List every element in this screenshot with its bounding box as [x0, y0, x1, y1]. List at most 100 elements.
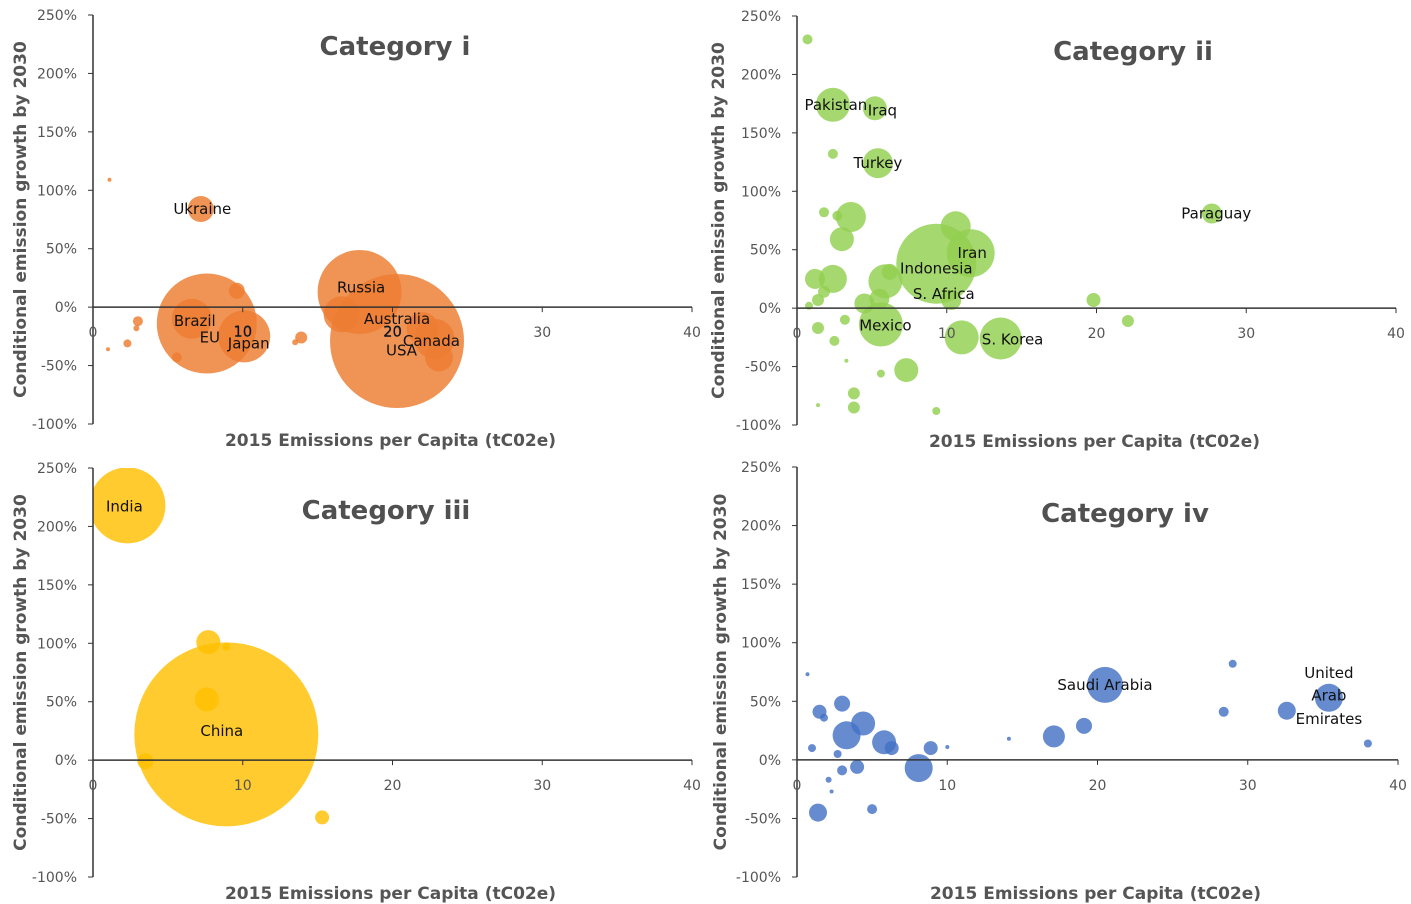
cat4-bubble-11 [833, 750, 842, 758]
cat2-bubble-15 [896, 223, 977, 304]
cat3-y-tick-label-0: -100% [32, 870, 77, 886]
cat2-bubble-31 [844, 358, 849, 363]
cat4-y-axis-label: Conditional emission growth by 2030 [711, 494, 731, 851]
cat2-title: Category ii [1053, 37, 1213, 67]
cat1-x-tick-label-0: 0 [89, 325, 98, 341]
cat3-title: Category iii [302, 496, 471, 526]
cat2-bubble-3 [827, 148, 838, 159]
cat1-x-tick-label-2: 20 [384, 325, 402, 341]
cat2-bubble-9 [829, 227, 854, 252]
cat4-bubble-8 [923, 741, 938, 756]
cat2-x-tick-label-0: 0 [793, 326, 802, 342]
cat1-annotation-1: Brazil [174, 312, 216, 330]
panel-category-iv: -100% -50% 0% 50% 100% 150% 200% 250% 0 10 20 30 40 C… [711, 460, 1407, 904]
cat2-bubble-16 [941, 290, 962, 310]
cat4-bubble-0 [805, 672, 810, 677]
cat4-x-tick-label-4: 40 [1389, 778, 1407, 794]
cat4-bubble-13 [837, 765, 848, 776]
cat4-annotation-2: Arab [1311, 686, 1346, 704]
cat3-y-tick-label-7: 250% [37, 461, 77, 477]
cat4-bubble-7 [884, 741, 899, 756]
cat4-bubble-19 [1006, 736, 1011, 741]
cat2-annotation-1: Iraq [868, 102, 897, 120]
cat1-annotation-6: Australia [364, 310, 430, 328]
cat4-bubble-10 [808, 744, 816, 753]
cat3-bubble-0 [93, 468, 166, 544]
cat2-bubble-2 [862, 96, 887, 121]
cat1-annotation-9: USA [386, 341, 418, 359]
cat4-annotation-0: Saudi Arabia [1057, 676, 1152, 694]
cat2-x-tick-label-4: 40 [1387, 326, 1405, 342]
cat4-x-tick-label-0: 0 [793, 778, 802, 794]
panel-category-iii: -100% -50% 0% 50% 100% 150% 200% 250% 0 10 20 30 40 C… [11, 461, 701, 904]
cat2-y-tick-label-0: -100% [736, 418, 781, 434]
cat2-y-tick-label-1: -50% [745, 360, 781, 376]
cat4-bubble-15 [829, 789, 834, 794]
cat3-y-tick-label-4: 100% [37, 636, 77, 652]
cat2-bubble-19 [812, 294, 824, 306]
cat1-title: Category i [320, 32, 471, 62]
cat4-bubble-24 [1228, 659, 1237, 668]
cat1-y-tick-label-4: 100% [37, 183, 77, 199]
cat2-annotation-0: Pakistan [804, 96, 867, 114]
cat2-annotation-8: S. Korea [982, 331, 1044, 349]
cat2-bubble-1 [815, 87, 850, 122]
cat2-x-axis-label: 2015 Emissions per Capita (tC02e) [929, 432, 1260, 452]
cat4-bubble-27 [1363, 739, 1372, 748]
cat4-bubble-26 [1314, 683, 1343, 712]
cat3-annotation-0: India [106, 498, 143, 516]
cat1-annotation-3: 10 [233, 323, 252, 341]
cat4-bubble-14 [825, 776, 832, 783]
cat4-bubble-9 [945, 745, 950, 749]
cat4-annotation-1: United [1304, 664, 1353, 682]
cat1-x-tick-label-4: 40 [683, 325, 701, 341]
cat4-bubble-21 [1076, 717, 1092, 734]
cat4-y-tick-label-4: 100% [741, 636, 781, 652]
cat1-annotation-7: 20 [383, 323, 402, 341]
cat4-bubble-23 [1218, 706, 1229, 717]
cat3-bubble-5 [137, 753, 154, 770]
cat3-y-tick-label-1: -50% [41, 812, 77, 828]
cat1-bubbles [106, 177, 464, 408]
cat2-x-tick-label-2: 20 [1088, 326, 1106, 342]
cat3-x-tick-label-3: 30 [533, 778, 551, 794]
cat2-annotation-7: Mexico [859, 317, 911, 335]
cat3-bubbles [93, 468, 330, 827]
cat3-y-tick-label-6: 200% [37, 519, 77, 535]
cat2-bubble-36 [1086, 293, 1101, 307]
cat1-bubble-18 [424, 343, 453, 372]
cat1-x-axis-label: 2015 Emissions per Capita (tC02e) [225, 431, 556, 451]
cat3-y-tick-label-5: 150% [37, 578, 77, 594]
cat4-bubble-2 [820, 713, 828, 722]
cat3-x-axis-label: 2015 Emissions per Capita (tC02e) [225, 884, 556, 904]
cat1-annotation-2: EU [200, 329, 220, 347]
cat1-y-tick-label-1: -50% [41, 359, 77, 375]
cat2-bubble-27 [944, 320, 979, 355]
cat4-x-tick-label-2: 20 [1089, 778, 1107, 794]
cat4-y-tick-label-1: -50% [745, 811, 781, 827]
cat2-bubble-17 [881, 263, 898, 280]
cat3-y-tick-label-2: 0% [55, 753, 77, 769]
cat1-y-tick-label-3: 50% [46, 242, 77, 258]
cat4-annotation-3: Emirates [1296, 710, 1363, 728]
cat1-y-tick-label-0: -100% [32, 417, 77, 433]
cat1-annotation-4: Japan [227, 334, 270, 352]
cat2-bubble-13 [818, 264, 847, 293]
cat2-y-tick-label-6: 200% [741, 67, 781, 83]
cat1-bubble-5 [123, 339, 132, 348]
cat2-annotation-6: S. Africa [913, 285, 975, 303]
cat4-x-tick-label-1: 10 [938, 778, 956, 794]
cat2-annotation-4: Iran [958, 244, 987, 262]
cat4-x-tick-label-3: 30 [1239, 778, 1257, 794]
cat2-annotation-3: Paraguay [1181, 205, 1251, 223]
cat4-y-tick-label-5: 150% [741, 577, 781, 593]
cat2-bubble-33 [847, 401, 860, 414]
cat2-y-tick-label-2: 0% [759, 301, 781, 317]
cat4-bubble-17 [867, 804, 878, 815]
cat1-y-axis-label: Conditional emission growth by 2030 [11, 41, 31, 398]
cat2-bubble-26 [858, 302, 903, 347]
cat1-x-tick-label-1: 10 [234, 325, 252, 341]
cat3-bubble-6 [315, 810, 330, 825]
cat4-bubble-18 [809, 803, 827, 822]
